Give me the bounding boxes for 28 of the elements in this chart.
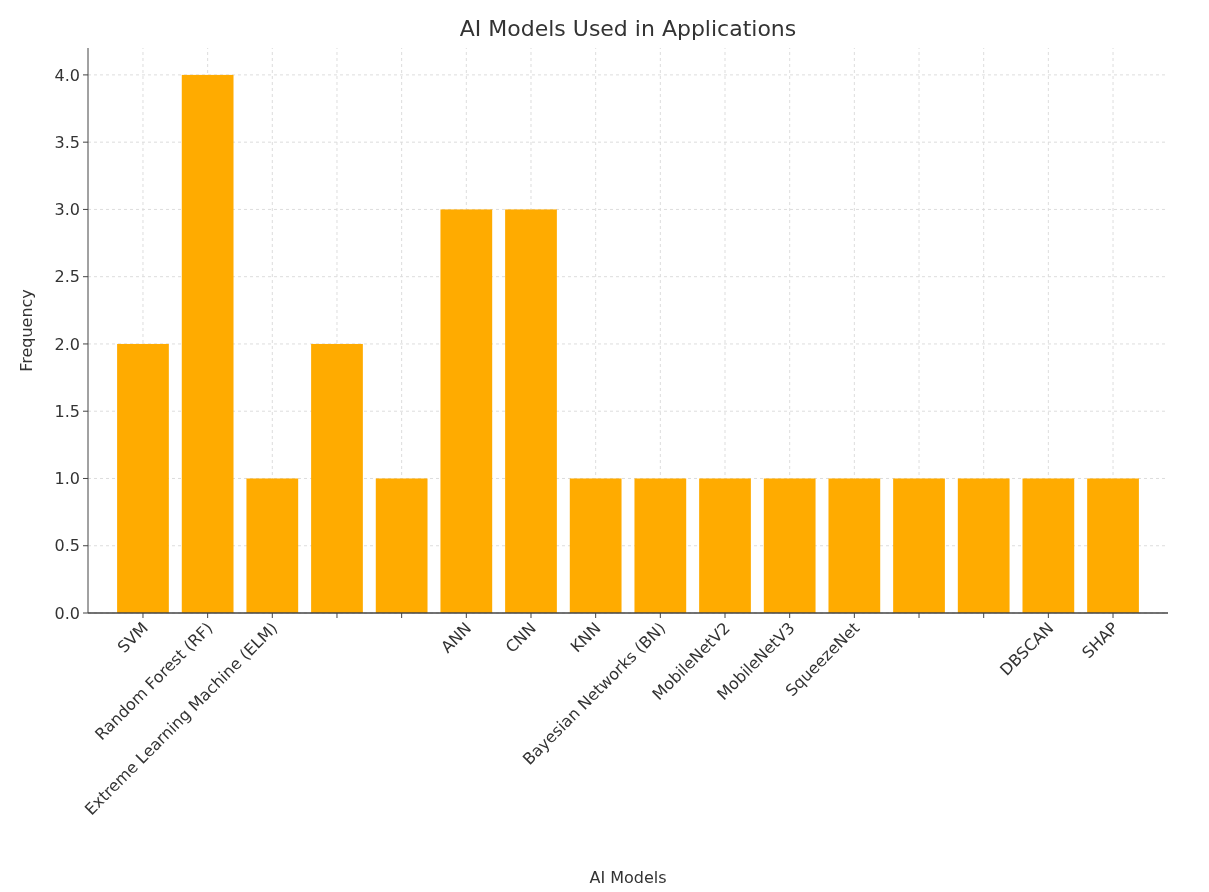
y-tick-label: 1.0 bbox=[54, 469, 80, 489]
bar bbox=[117, 343, 169, 613]
y-tick-label: 1.5 bbox=[54, 401, 80, 421]
y-tick-label: 0.5 bbox=[54, 536, 80, 556]
y-axis-title: Frequency bbox=[17, 289, 36, 372]
bar bbox=[699, 478, 751, 613]
y-tick-label: 3.5 bbox=[54, 132, 80, 152]
y-tick-label: 2.5 bbox=[54, 267, 80, 287]
y-tick-label: 3.0 bbox=[54, 200, 80, 220]
x-axis-title: AI Models bbox=[589, 868, 667, 887]
bar bbox=[375, 478, 428, 613]
bar bbox=[569, 478, 622, 613]
y-tick-label: 0.0 bbox=[54, 603, 80, 623]
bar bbox=[311, 343, 363, 613]
bar bbox=[1022, 478, 1075, 613]
bar bbox=[1087, 478, 1139, 613]
bar bbox=[634, 478, 687, 613]
bar bbox=[893, 478, 945, 613]
bar bbox=[246, 478, 299, 613]
bar bbox=[440, 209, 493, 613]
bar bbox=[828, 478, 881, 613]
bar bbox=[957, 478, 1010, 613]
y-tick-label: 4.0 bbox=[54, 65, 80, 85]
bar bbox=[763, 478, 816, 613]
y-tick-label: 2.0 bbox=[54, 334, 80, 354]
chart-title: AI Models Used in Applications bbox=[459, 16, 797, 41]
bar bbox=[505, 209, 557, 613]
bar bbox=[181, 74, 234, 613]
